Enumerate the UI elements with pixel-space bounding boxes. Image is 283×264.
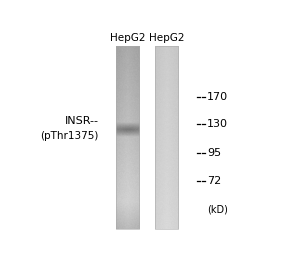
Text: 72: 72 — [207, 176, 221, 186]
Text: INSR--: INSR-- — [65, 116, 99, 126]
Text: HepG2: HepG2 — [149, 33, 185, 43]
Text: (kD): (kD) — [207, 205, 228, 215]
Text: HepG2: HepG2 — [110, 33, 145, 43]
Text: 170: 170 — [207, 92, 228, 102]
Bar — [155, 46, 179, 229]
Bar — [116, 46, 139, 229]
Text: 130: 130 — [207, 119, 228, 129]
Text: 95: 95 — [207, 148, 221, 158]
Text: (pThr1375): (pThr1375) — [40, 131, 99, 141]
